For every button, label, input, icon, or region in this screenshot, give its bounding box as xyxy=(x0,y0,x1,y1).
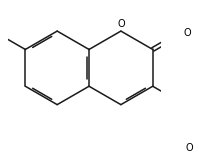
Text: O: O xyxy=(117,19,125,29)
Text: O: O xyxy=(183,28,191,38)
Text: O: O xyxy=(185,143,193,153)
